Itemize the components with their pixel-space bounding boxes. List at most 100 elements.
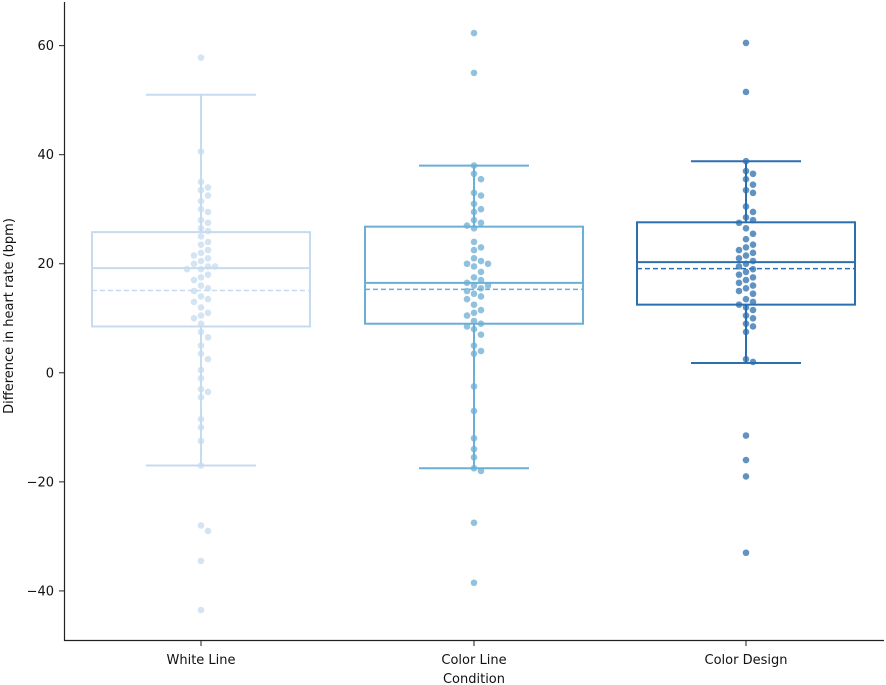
- data-point: [749, 208, 757, 216]
- data-point: [477, 268, 485, 276]
- data-point: [463, 222, 471, 229]
- data-point: [197, 312, 205, 319]
- data-point: [190, 287, 198, 295]
- data-point: [742, 312, 750, 319]
- data-point: [742, 214, 750, 221]
- data-point: [749, 314, 757, 322]
- data-point: [477, 293, 485, 300]
- data-point: [204, 295, 212, 303]
- data-point: [735, 219, 743, 227]
- y-axis-ticks: −40 −20 0 20 40 60: [27, 39, 65, 599]
- data-point: [742, 295, 750, 303]
- data-point: [204, 219, 212, 227]
- data-point: [477, 347, 485, 355]
- data-point: [749, 323, 757, 330]
- data-point: [197, 274, 205, 281]
- data-point: [470, 170, 478, 178]
- data-point: [197, 328, 205, 336]
- data-point: [463, 260, 471, 268]
- data-point: [735, 246, 743, 254]
- data-point: [197, 233, 205, 240]
- data-point: [190, 276, 198, 284]
- box-group: [364, 29, 584, 587]
- data-point: [470, 208, 478, 216]
- data-point: [470, 246, 478, 254]
- data-point: [470, 216, 478, 224]
- data-point: [749, 189, 757, 197]
- data-point: [742, 157, 750, 165]
- y-tick-label: 40: [37, 148, 54, 163]
- data-point: [749, 241, 757, 248]
- data-point: [470, 274, 478, 281]
- data-point: [197, 304, 205, 311]
- box-group: [91, 54, 311, 614]
- data-point: [463, 295, 471, 303]
- data-point: [190, 260, 198, 268]
- data-point: [470, 445, 478, 453]
- data-point: [190, 314, 198, 322]
- data-point: [477, 205, 485, 213]
- data-point: [749, 290, 757, 298]
- data-point: [742, 175, 750, 183]
- data-point: [470, 317, 478, 325]
- data-point: [742, 549, 750, 557]
- data-point: [204, 192, 212, 199]
- data-point: [197, 462, 205, 469]
- data-point: [477, 331, 485, 338]
- data-point: [484, 282, 492, 289]
- data-point: [197, 282, 205, 289]
- data-point: [197, 366, 205, 374]
- data-point: [470, 200, 478, 208]
- data-point: [477, 219, 485, 227]
- data-point: [470, 301, 478, 308]
- data-point: [470, 29, 478, 37]
- data-point: [742, 320, 750, 328]
- data-point: [197, 415, 205, 423]
- data-point: [197, 205, 205, 213]
- data-point: [484, 260, 492, 268]
- data-point: [204, 238, 212, 246]
- data-point: [197, 342, 205, 349]
- data-point: [470, 454, 478, 461]
- data-point: [204, 388, 212, 396]
- data-point: [742, 88, 750, 96]
- data-point: [742, 268, 750, 276]
- data-point: [735, 301, 743, 308]
- y-tick-label: 20: [37, 257, 54, 272]
- data-point: [742, 39, 750, 47]
- y-tick-label: 60: [37, 39, 54, 54]
- data-point: [204, 227, 212, 235]
- data-point: [735, 271, 743, 278]
- x-tick-label: Color Line: [441, 653, 506, 668]
- data-point: [470, 342, 478, 349]
- data-point: [749, 282, 757, 289]
- data-point: [742, 235, 750, 243]
- data-point: [197, 394, 205, 401]
- data-point: [470, 238, 478, 246]
- data-point: [470, 407, 478, 415]
- data-point: [749, 274, 757, 281]
- data-point: [749, 257, 757, 265]
- data-point: [470, 224, 478, 232]
- data-point: [477, 257, 485, 265]
- data-point: [470, 263, 478, 270]
- data-point: [742, 355, 750, 363]
- data-point: [749, 181, 757, 188]
- data-point: [742, 473, 750, 480]
- data-point: [204, 309, 212, 317]
- data-point: [742, 284, 750, 292]
- data-point: [742, 224, 750, 232]
- data-point: [749, 230, 757, 238]
- plot-area: [91, 29, 856, 614]
- data-point: [735, 279, 743, 287]
- data-point: [742, 203, 750, 210]
- data-point: [477, 175, 485, 183]
- data-point: [197, 557, 205, 565]
- data-point: [197, 186, 205, 194]
- data-point: [197, 257, 205, 265]
- data-point: [204, 254, 212, 262]
- data-point: [477, 320, 485, 328]
- data-point: [742, 328, 750, 336]
- x-tick-label: Color Design: [705, 653, 788, 668]
